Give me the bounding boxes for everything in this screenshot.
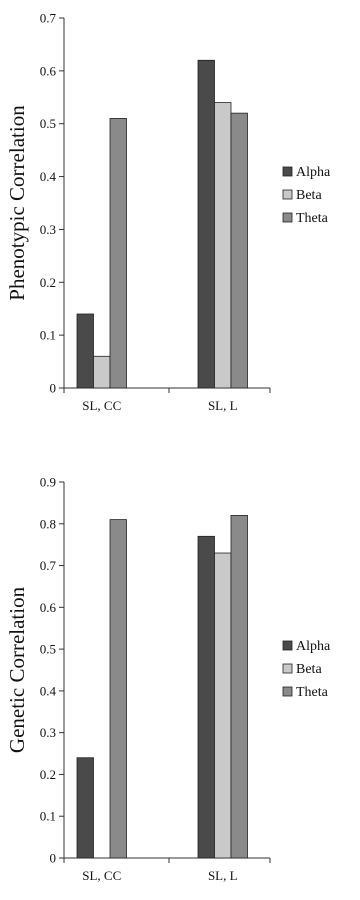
y-tick-label: 0.4 (40, 169, 57, 184)
legend-swatch (282, 166, 293, 177)
y-tick-label: 0.2 (40, 275, 56, 290)
y-tick-label: 0.2 (40, 767, 56, 782)
x-category-label: SL, L (208, 868, 238, 883)
y-tick-label: 0.3 (40, 725, 56, 740)
y-tick-label: 0.3 (40, 222, 56, 237)
bar-alpha-2 (197, 59, 215, 389)
bar-theta-1 (109, 118, 127, 389)
legend: Alpha Beta Theta (282, 165, 331, 226)
y-tick-label: 0.6 (40, 600, 57, 615)
legend-label: Beta (296, 662, 322, 677)
x-category-label: SL, CC (82, 398, 121, 413)
y-tick-label: 0.5 (40, 116, 56, 131)
y-tick-label: 0.1 (40, 809, 56, 824)
y-tick-label: 0.4 (40, 683, 57, 698)
legend-label: Beta (296, 188, 322, 203)
legend-label: Theta (296, 685, 329, 700)
legend-label: Theta (296, 211, 329, 226)
bar-theta-2 (230, 515, 248, 859)
y-tick-label: 0 (50, 381, 57, 396)
y-tick-label: 0.5 (40, 642, 56, 657)
y-tick-label: 0.7 (40, 558, 57, 573)
bar-beta-2 (214, 102, 232, 389)
legend-label: Alpha (296, 165, 331, 180)
y-tick-label: 0 (50, 851, 57, 866)
bar-theta-1 (109, 519, 127, 859)
x-category-label: SL, CC (82, 868, 121, 883)
bar-beta-1 (93, 355, 111, 389)
bar-alpha-1 (76, 757, 94, 859)
bar-beta-2 (214, 552, 232, 859)
legend-swatch (282, 212, 293, 223)
legend-swatch (282, 189, 293, 200)
y-tick-label: 0.9 (40, 475, 56, 490)
legend: Alpha Beta Theta (282, 639, 331, 700)
legend-swatch (282, 640, 293, 651)
chart-2: 0 0.1 0.2 0.3 0.4 0.5 0.6 0.7 0.8 0.9 SL, CC SL, L G… (5, 475, 331, 884)
legend-swatch (282, 663, 293, 674)
bar-alpha-1 (76, 313, 94, 389)
y-tick-label: 0.7 (40, 11, 57, 26)
y-axis-title: Phenotypic Correlation (5, 105, 29, 301)
legend-label: Alpha (296, 639, 331, 654)
bar-theta-2 (230, 112, 248, 389)
y-tick-label: 0.1 (40, 328, 56, 343)
chart-1: 0 0.1 0.2 0.3 0.4 0.5 0.6 0.7 SL, CC SL, L Phenoty… (5, 11, 331, 414)
bar-alpha-2 (197, 535, 215, 859)
y-axis-title: Genetic Correlation (5, 586, 29, 753)
y-tick-label: 0.8 (40, 516, 56, 531)
x-category-label: SL, L (208, 398, 238, 413)
legend-swatch (282, 686, 293, 697)
y-tick-label: 0.6 (40, 63, 57, 78)
